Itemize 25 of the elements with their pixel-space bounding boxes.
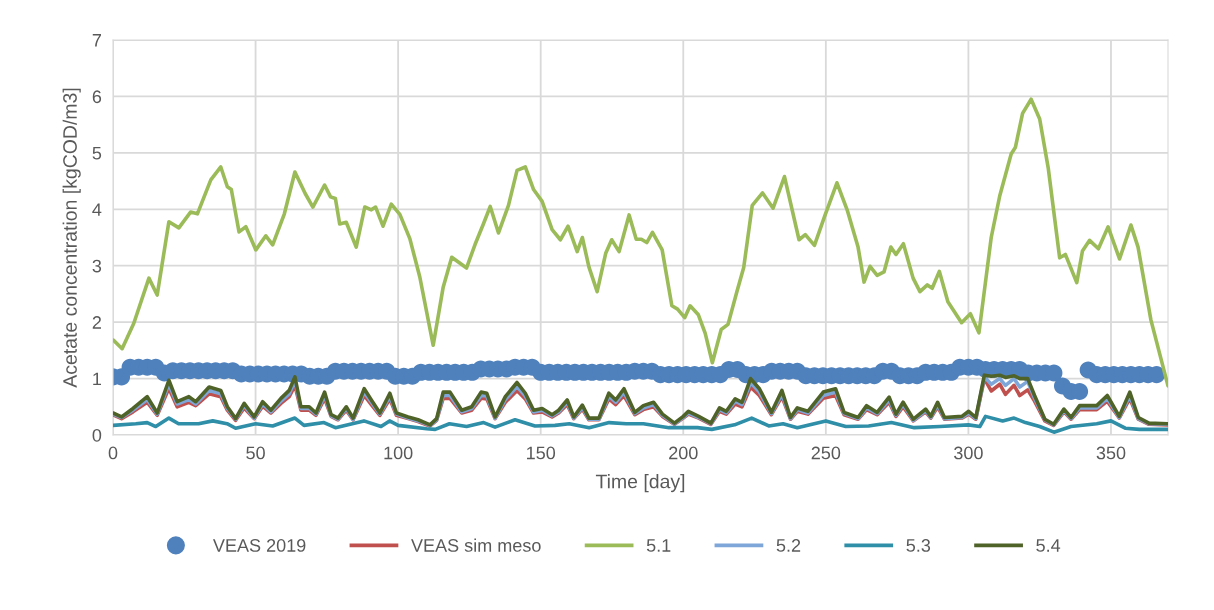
x-tick-label: 50 xyxy=(246,446,265,460)
y-tick-label: 7 xyxy=(92,34,101,47)
legend-label: 5.4 xyxy=(1036,539,1061,552)
y-tick-label: 6 xyxy=(92,90,102,104)
legend-label: 5.2 xyxy=(776,539,801,552)
x-tick-label: 200 xyxy=(669,446,698,460)
line-series xyxy=(113,97,1168,388)
legend-label: 5.1 xyxy=(646,539,671,552)
x-tick-label: 100 xyxy=(384,446,413,460)
y-tick-label: 3 xyxy=(92,259,102,273)
x-tick-label: 300 xyxy=(954,446,983,460)
y-tick-label: 2 xyxy=(92,316,101,329)
y-tick-label: 4 xyxy=(92,203,102,216)
x-axis-title: Time [day] xyxy=(595,474,685,493)
x-tick-label: 150 xyxy=(527,446,556,460)
y-tick-label: 0 xyxy=(92,428,102,442)
x-tick-label: 0 xyxy=(108,446,118,460)
y-axis-title: Acetate concentration [kgCOD/m3] xyxy=(62,88,81,388)
y-tick-label: 1 xyxy=(93,372,102,386)
x-tick-label: 350 xyxy=(1096,446,1126,460)
y-tick-label: 5 xyxy=(92,146,102,160)
x-tick-label: 250 xyxy=(811,446,841,460)
legend-label: VEAS sim meso xyxy=(411,538,541,552)
legend-label: VEAS 2019 xyxy=(212,539,306,552)
legend-label: 5.3 xyxy=(906,539,931,552)
